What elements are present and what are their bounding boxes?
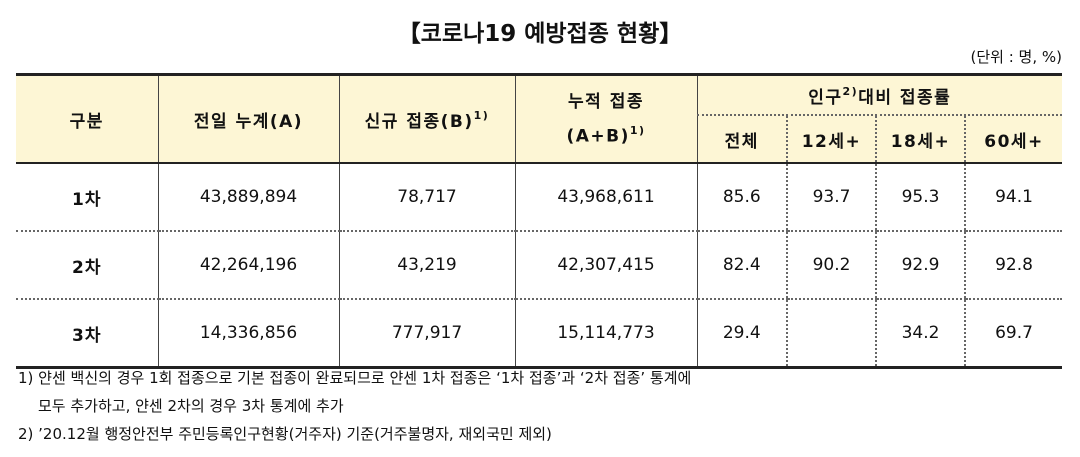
cell-rate-all: 85.6 — [696, 163, 787, 232]
header-cumulative-line2-wrap: (A+B)1) — [516, 117, 697, 152]
cell-rate-12plus: 93.7 — [786, 163, 876, 232]
header-new-label: 신규 접종(B) — [364, 111, 474, 132]
header-new-footnote: 1) — [473, 108, 490, 122]
table-row: 2차 42,264,196 43,219 42,307,415 82.4 90.… — [16, 231, 1063, 300]
header-new: 신규 접종(B)1) — [338, 73, 515, 164]
cell-rate-12plus — [786, 299, 876, 369]
cell-rate-60plus: 69.7 — [963, 299, 1063, 369]
cell-prev-total: 43,889,894 — [157, 163, 339, 232]
cell-rate-18plus: 92.9 — [875, 231, 965, 300]
unit-label: (단위 : 명, %) — [970, 48, 1062, 66]
header-cumulative: 누적 접종 (A+B)1) — [514, 73, 697, 164]
cell-cumulative: 43,968,611 — [514, 163, 697, 232]
cell-rate-all: 82.4 — [696, 231, 787, 300]
header-sub-12plus: 12세+ — [786, 115, 876, 164]
cell-prev-total: 14,336,856 — [157, 299, 339, 369]
row-label: 2차 — [16, 231, 158, 300]
cell-rate-12plus: 90.2 — [786, 231, 876, 300]
table-row: 1차 43,889,894 78,717 43,968,611 85.6 93.… — [16, 163, 1063, 232]
footnote-2: 2) ’20.12월 행정안전부 주민등록인구현황(거주자) 기준(거주불명자,… — [18, 425, 552, 443]
cell-new: 777,917 — [338, 299, 515, 369]
header-category: 구분 — [16, 73, 158, 164]
header-rate-footnote: 2) — [842, 84, 859, 98]
vaccination-table: 구분 전일 누계(A) 신규 접종(B)1) 누적 접종 (A+B)1) 인구2… — [16, 73, 1063, 369]
cell-new: 43,219 — [338, 231, 515, 300]
header-cumulative-line2: (A+B) — [566, 126, 630, 147]
footnotes: 1) 얀센 백신의 경우 1회 접종으로 기본 접종이 완료되므로 얀센 1차 … — [18, 364, 691, 448]
cell-new: 78,717 — [338, 163, 515, 232]
cell-cumulative: 42,307,415 — [514, 231, 697, 300]
header-sub-60plus: 60세+ — [963, 115, 1063, 164]
header-sub-18plus: 18세+ — [875, 115, 965, 164]
cell-cumulative: 15,114,773 — [514, 299, 697, 369]
cell-rate-60plus: 92.8 — [963, 231, 1063, 300]
header-cumulative-footnote: 1) — [629, 123, 646, 137]
row-label: 1차 — [16, 163, 158, 232]
header-cumulative-line1: 누적 접종 — [568, 91, 644, 112]
header-rate-pre: 인구 — [808, 87, 843, 108]
header-prev-total: 전일 누계(A) — [157, 73, 339, 164]
cell-rate-18plus: 95.3 — [875, 163, 965, 232]
table-row: 3차 14,336,856 777,917 15,114,773 29.4 34… — [16, 299, 1063, 369]
cell-rate-all: 29.4 — [696, 299, 787, 369]
footnote-1: 1) 얀센 백신의 경우 1회 접종으로 기본 접종이 완료되므로 얀센 1차 … — [18, 369, 692, 387]
cell-rate-60plus: 94.1 — [963, 163, 1063, 232]
header-rate-post: 대비 접종률 — [858, 87, 952, 108]
header-rate: 인구2)대비 접종률 — [696, 73, 1063, 116]
cell-prev-total: 42,264,196 — [157, 231, 339, 300]
page-title: 【코로나19 예방접종 현황】 — [397, 21, 683, 47]
cell-rate-18plus: 34.2 — [875, 299, 965, 369]
header-sub-all: 전체 — [696, 115, 787, 164]
row-label: 3차 — [16, 299, 158, 369]
footnote-1-continued: 모두 추가하고, 얀센 2차의 경우 3차 통계에 추가 — [38, 397, 344, 415]
